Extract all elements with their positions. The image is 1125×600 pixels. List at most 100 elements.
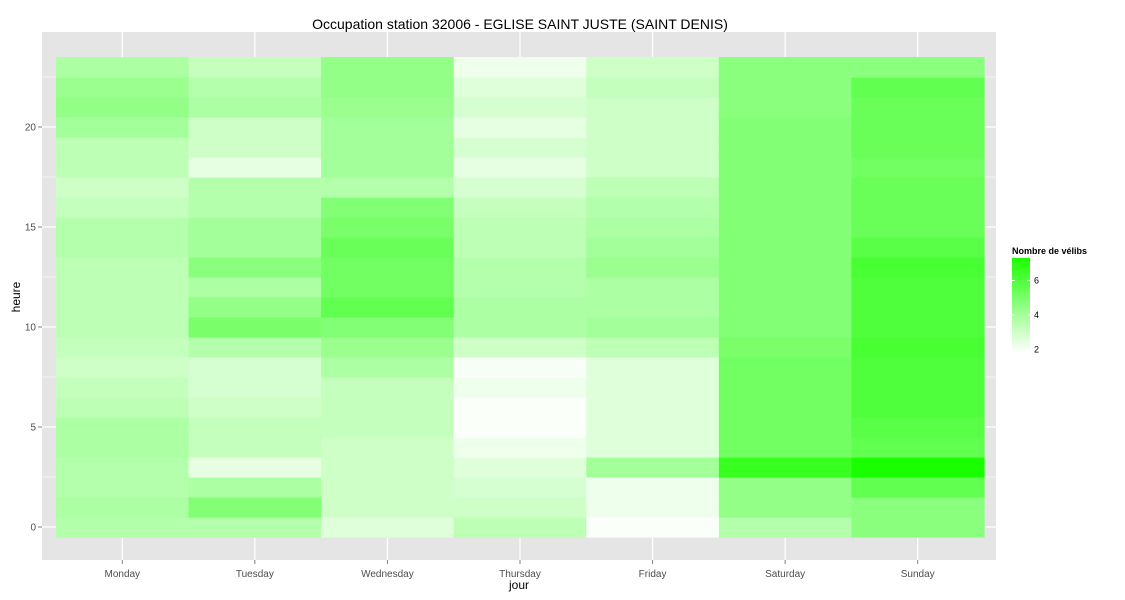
heatmap-cell-monday-13 [56, 257, 190, 278]
heatmap-cell-thursday-1 [453, 497, 587, 518]
heatmap-cell-monday-2 [56, 477, 190, 498]
y-tick-label: 15 [25, 223, 37, 234]
heatmap-cell-sunday-13 [851, 257, 985, 278]
heatmap-cell-wednesday-11 [321, 297, 455, 318]
heatmap-cell-wednesday-18 [321, 157, 455, 178]
heatmap-cell-saturday-1 [718, 497, 853, 518]
heatmap-cell-tuesday-2 [188, 477, 322, 498]
heatmap-cell-thursday-21 [453, 97, 587, 118]
heatmap-cell-wednesday-12 [321, 277, 455, 298]
heatmap-cell-wednesday-6 [321, 397, 455, 418]
x-tick-label: Saturday [765, 569, 805, 580]
heatmap-cell-wednesday-5 [321, 417, 455, 438]
heatmap-cell-monday-15 [56, 217, 190, 238]
heatmap-cell-tuesday-20 [188, 117, 322, 138]
x-tick-label: Wednesday [361, 569, 414, 580]
heatmap-cell-monday-3 [56, 457, 190, 478]
x-tick-label: Friday [639, 569, 667, 580]
heatmap-cell-monday-19 [56, 137, 190, 158]
legend-ticks: 2 4 6 [1012, 275, 1039, 355]
heatmap-cell-sunday-1 [851, 497, 985, 518]
heatmap-cell-saturday-5 [718, 417, 853, 438]
heatmap-cell-wednesday-13 [321, 257, 455, 278]
heatmap-cell-wednesday-10 [321, 317, 455, 338]
x-axis: Monday Tuesday Wednesday Thursday Friday Satu… [104, 560, 935, 580]
heatmap-cell-friday-6 [586, 397, 720, 418]
heatmap-cell-saturday-14 [718, 237, 853, 258]
heatmap-cell-friday-19 [586, 137, 720, 158]
heatmap-cell-saturday-8 [718, 357, 853, 378]
heatmap-cell-monday-17 [56, 177, 190, 198]
heatmap-cell-sunday-22 [851, 77, 985, 98]
heatmap-cell-sunday-23 [851, 57, 985, 78]
heatmap-cell-thursday-3 [453, 457, 587, 478]
heatmap-cell-friday-22 [586, 77, 720, 98]
heatmap-cell-friday-1 [586, 497, 720, 518]
heatmap-cell-friday-8 [586, 357, 720, 378]
heatmap-cell-monday-8 [56, 357, 190, 378]
x-tick-label: Monday [104, 569, 140, 580]
heatmap-cell-friday-23 [586, 57, 720, 78]
heatmap-cell-monday-7 [56, 377, 190, 398]
heatmap-cell-thursday-8 [453, 357, 587, 378]
heatmap-cell-tuesday-0 [188, 517, 322, 538]
heatmap-cell-tuesday-17 [188, 177, 322, 198]
heatmap-cell-tuesday-3 [188, 457, 322, 478]
heatmap-cell-sunday-16 [851, 197, 985, 218]
heatmap-cell-friday-4 [586, 437, 720, 458]
heatmap-cell-sunday-17 [851, 177, 985, 198]
heatmap-tiles [56, 57, 985, 538]
heatmap-cell-monday-10 [56, 317, 190, 338]
heatmap-cell-saturday-7 [718, 377, 853, 398]
heatmap-cell-monday-18 [56, 157, 190, 178]
heatmap-cell-sunday-21 [851, 97, 985, 118]
heatmap-cell-monday-5 [56, 417, 190, 438]
heatmap-cell-tuesday-21 [188, 97, 322, 118]
heatmap-cell-tuesday-19 [188, 137, 322, 158]
heatmap-cell-saturday-22 [718, 77, 853, 98]
heatmap-cell-saturday-2 [718, 477, 853, 498]
heatmap-cell-friday-15 [586, 217, 720, 238]
heatmap-cell-wednesday-0 [321, 517, 455, 538]
heatmap-cell-wednesday-22 [321, 77, 455, 98]
heatmap-cell-thursday-6 [453, 397, 587, 418]
heatmap-cell-friday-13 [586, 257, 720, 278]
heatmap-cell-monday-20 [56, 117, 190, 138]
heatmap-cell-thursday-0 [453, 517, 587, 538]
heatmap-cell-thursday-11 [453, 297, 587, 318]
heatmap-cell-monday-22 [56, 77, 190, 98]
heatmap-cell-thursday-4 [453, 437, 587, 458]
color-legend: Nombre de vélibs 2 4 6 [1012, 246, 1087, 355]
heatmap-cell-thursday-7 [453, 377, 587, 398]
heatmap-cell-tuesday-18 [188, 157, 322, 178]
heatmap-cell-monday-9 [56, 337, 190, 358]
heatmap-cell-sunday-10 [851, 317, 985, 338]
heatmap-cell-friday-9 [586, 337, 720, 358]
heatmap-cell-saturday-3 [718, 457, 853, 478]
heatmap-cell-wednesday-8 [321, 357, 455, 378]
heatmap-cell-wednesday-23 [321, 57, 455, 78]
heatmap-cell-monday-4 [56, 437, 190, 458]
heatmap-cell-wednesday-19 [321, 137, 455, 158]
heatmap-cell-wednesday-14 [321, 237, 455, 258]
heatmap-cell-thursday-14 [453, 237, 587, 258]
heatmap-cell-wednesday-3 [321, 457, 455, 478]
heatmap-cell-monday-23 [56, 57, 190, 78]
heatmap-cell-monday-16 [56, 197, 190, 218]
heatmap-cell-thursday-20 [453, 117, 587, 138]
heatmap-cell-saturday-6 [718, 397, 853, 418]
heatmap-cell-sunday-14 [851, 237, 985, 258]
heatmap-cell-sunday-2 [851, 477, 985, 498]
heatmap-cell-thursday-15 [453, 217, 587, 238]
heatmap-cell-thursday-23 [453, 57, 587, 78]
heatmap-cell-friday-21 [586, 97, 720, 118]
heatmap-cell-sunday-5 [851, 417, 985, 438]
heatmap-cell-thursday-9 [453, 337, 587, 358]
heatmap-cell-saturday-10 [718, 317, 853, 338]
x-axis-title: jour [508, 578, 529, 592]
heatmap-cell-friday-18 [586, 157, 720, 178]
heatmap-cell-friday-0 [586, 517, 720, 538]
heatmap-cell-wednesday-20 [321, 117, 455, 138]
heatmap-cell-wednesday-4 [321, 437, 455, 458]
heatmap-cell-tuesday-8 [188, 357, 322, 378]
